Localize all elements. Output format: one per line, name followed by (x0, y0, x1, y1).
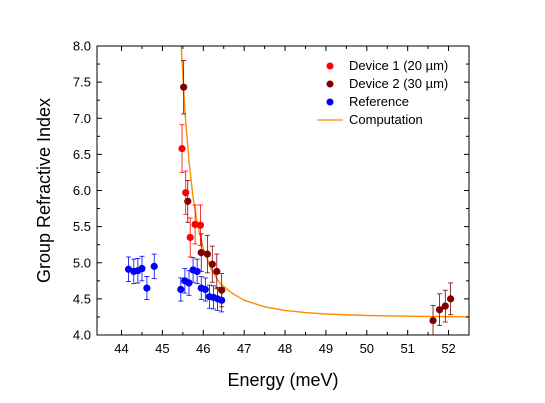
marker (429, 316, 437, 325)
marker (435, 306, 444, 314)
x-tick-label: 46 (196, 341, 210, 356)
data-point-reference (185, 270, 193, 296)
data-point-reference (150, 253, 158, 280)
data-point-reference (201, 277, 209, 302)
legend-entry-reference: Reference (326, 94, 409, 109)
data-point-device-2-30-m (435, 293, 444, 327)
marker (184, 197, 192, 205)
marker (197, 249, 205, 257)
marker (180, 83, 188, 91)
legend-label-reference: Reference (349, 94, 409, 109)
legend-marker-reference (326, 98, 334, 106)
data-point-device-2-30-m (447, 282, 455, 316)
legend-entry-computation: Computation (317, 112, 423, 127)
marker (186, 233, 194, 242)
legend-label-computation: Computation (349, 112, 423, 127)
x-tick-label: 44 (114, 341, 128, 356)
x-tick-label: 48 (278, 341, 292, 356)
data-point-reference (138, 255, 146, 282)
marker (441, 302, 449, 310)
data-point-device-1-20-m (178, 124, 186, 173)
x-tick-label: 49 (319, 341, 333, 356)
x-tick-label: 45 (155, 341, 169, 356)
x-tick-label: 50 (360, 341, 374, 356)
data-point-device-1-20-m (186, 217, 194, 258)
marker (182, 189, 190, 197)
data-point-device-2-30-m (218, 273, 226, 308)
legend-label-device-1: Device 1 (20 µm) (349, 58, 448, 73)
marker (178, 144, 186, 153)
x-tick-label: 52 (441, 341, 455, 356)
data-point-device-1-20-m (182, 170, 190, 215)
data-point-device-2-30-m (441, 289, 449, 323)
legend-marker-device-2 (326, 80, 334, 88)
x-tick-label: 47 (237, 341, 251, 356)
legend-label-device-2: Device 2 (30 µm) (349, 76, 448, 91)
marker (185, 279, 193, 287)
y-tick-label: 5.5 (73, 219, 91, 234)
marker (143, 284, 151, 292)
x-tick-label: 51 (400, 341, 414, 356)
y-tick-label: 4.5 (73, 291, 91, 306)
marker (196, 221, 205, 229)
axis-ticks: 44 45 46 47 48 49 50 51 52 4.0 4.5 5.0 5.5 6.0 6.5 7.0 7… (73, 39, 469, 356)
data-point-reference (177, 277, 185, 302)
y-tick-label: 8.0 (73, 39, 91, 54)
y-axis-title: Group Refractive Index (34, 98, 54, 283)
y-tick-label: 6.0 (73, 183, 91, 198)
marker (150, 262, 158, 270)
y-tick-label: 5.0 (73, 255, 91, 270)
legend-entry-device-2: Device 2 (30 µm) (326, 76, 448, 91)
y-tick-label: 6.5 (73, 147, 91, 162)
y-tick-label: 7.5 (73, 75, 91, 90)
marker (447, 295, 455, 303)
data-point-device-2-30-m (180, 60, 188, 115)
marker (138, 264, 146, 273)
marker (203, 250, 211, 258)
plot-data-layer (124, 46, 469, 335)
marker (193, 267, 201, 276)
y-tick-label: 7.0 (73, 111, 91, 126)
data-point-device-2-30-m (429, 304, 437, 335)
computation-curve (180, 46, 469, 318)
marker (191, 220, 199, 229)
x-axis-title: Energy (meV) (227, 370, 338, 390)
data-point-device-2-30-m (197, 233, 205, 272)
data-point-device-2-30-m (208, 245, 216, 283)
marker (201, 285, 209, 294)
marker (208, 260, 216, 268)
legend: Device 1 (20 µm) Device 2 (30 µm) Refere… (317, 58, 448, 127)
marker (177, 285, 185, 294)
y-tick-label: 4.0 (73, 328, 91, 343)
data-point-device-2-30-m (184, 179, 192, 223)
data-point-reference (143, 276, 151, 300)
marker (213, 267, 221, 276)
data-point-device-1-20-m (191, 204, 199, 245)
data-point-device-2-30-m (203, 234, 211, 274)
data-point-device-1-20-m (196, 204, 205, 246)
data-point-reference (193, 258, 201, 285)
legend-entry-device-1: Device 1 (20 µm) (326, 58, 448, 73)
legend-marker-device-1 (326, 62, 334, 70)
marker (218, 286, 226, 294)
